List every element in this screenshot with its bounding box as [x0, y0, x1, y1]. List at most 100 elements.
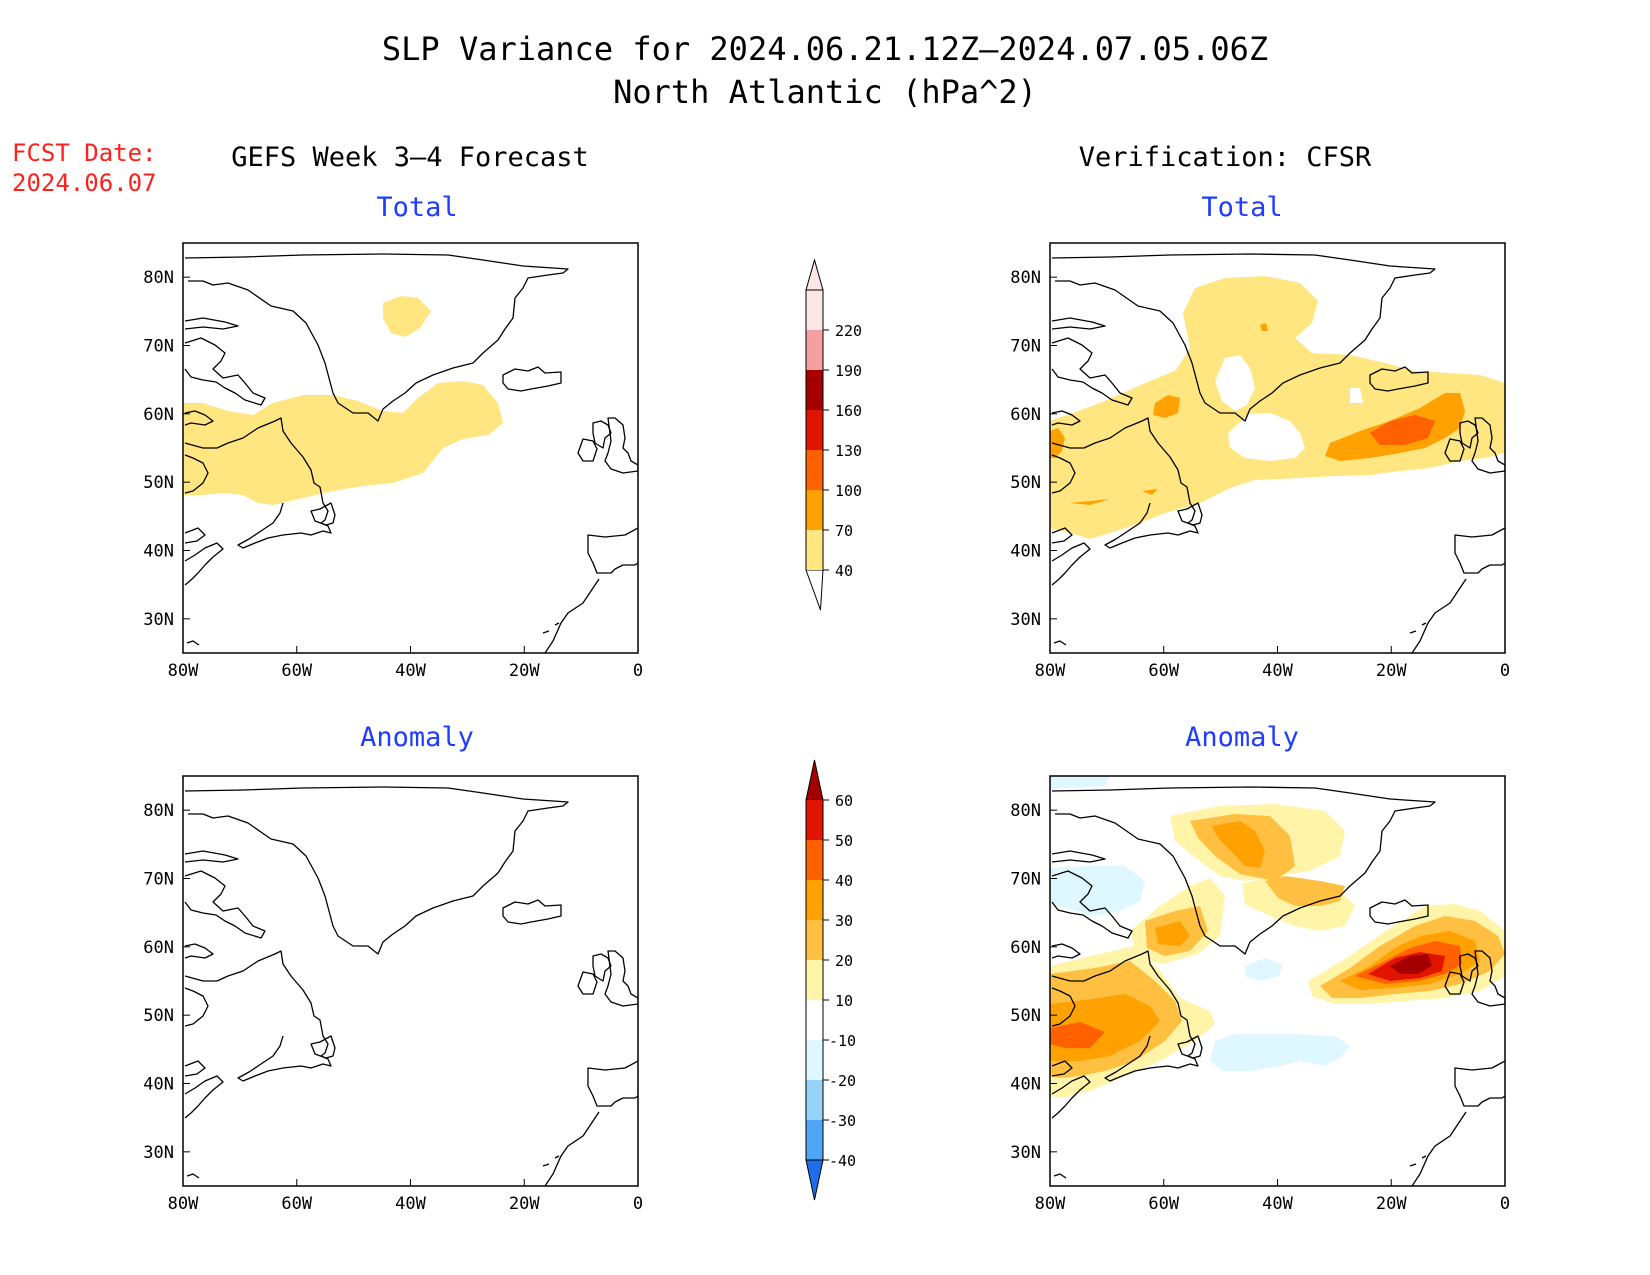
colorbar-anomaly-label: 30: [835, 912, 853, 930]
lon-tick-label: 20W: [509, 1194, 540, 1214]
shaded-contour-region: [1215, 355, 1255, 411]
colorbar-anomaly: 60 50 40 30 20 10 -10 -20 -30 -40: [805, 759, 856, 1201]
shaded-contour-region: [1153, 395, 1180, 418]
lon-tick-label: 0: [633, 661, 643, 681]
colorbar-total-label: 100: [835, 482, 862, 500]
panel-title-forecast-total: Total: [376, 192, 458, 223]
lon-tick-label: 80W: [168, 1194, 199, 1214]
lat-tick-label: 50N: [143, 473, 174, 493]
lat-tick-label: 30N: [1010, 1143, 1041, 1163]
shaded-contour-region: [1050, 1022, 1105, 1048]
colorbar-anomaly-swatch: [806, 1120, 823, 1160]
lon-tick-label: 20W: [1376, 1194, 1407, 1214]
lat-tick-label: 70N: [1010, 870, 1041, 890]
lat-tick-label: 50N: [143, 1006, 174, 1026]
shaded-contour-region: [1050, 866, 1145, 916]
panel-verification-total: 80N 70N 60N 50N 40N 30N 80W 60W 40W 20W 0: [1010, 242, 1510, 681]
map-frame: [182, 775, 639, 1187]
colorbar-total-label: 220: [835, 322, 862, 340]
colorbar-anomaly-swatch: [806, 880, 823, 920]
colorbar-total-label: 130: [835, 442, 862, 460]
lon-tick-label: 80W: [168, 661, 199, 681]
column-heading-verification: Verification: CFSR: [1078, 142, 1372, 173]
colorbar-total-swatch: [806, 530, 823, 570]
colorbar-total-label: 160: [835, 402, 862, 420]
colorbar-anomaly-swatch: [806, 920, 823, 960]
lat-tick-label: 80N: [143, 268, 174, 288]
lat-tick-label: 40N: [143, 1075, 174, 1095]
lon-tick-label: 60W: [1148, 1194, 1179, 1214]
colorbar-total-swatch: [806, 410, 823, 450]
lat-tick-label: 70N: [143, 337, 174, 357]
shaded-contour-region: [1212, 821, 1265, 868]
lat-tick-label: 80N: [1010, 268, 1041, 288]
colorbar-total-swatch: [806, 330, 823, 370]
shaded-contour-region: [183, 381, 503, 505]
panel-forecast-anomaly: 80N 70N 60N 50N 40N 30N 80W 60W 40W 20W 0: [143, 775, 643, 1214]
colorbar-total: 40 70 100 130 160 190 220: [805, 258, 862, 611]
shaded-contour-region: [1070, 499, 1110, 505]
lon-tick-label: 60W: [1148, 661, 1179, 681]
fcst-date-value: 2024.06.07: [12, 169, 157, 197]
panel-title-forecast-anomaly: Anomaly: [360, 722, 474, 753]
colorbar-anomaly-swatch: [806, 840, 823, 880]
lat-tick-label: 70N: [143, 870, 174, 890]
lon-tick-label: 60W: [281, 661, 312, 681]
shaded-contour-region: [1155, 921, 1190, 946]
lon-tick-label: 60W: [281, 1194, 312, 1214]
colorbar-anomaly-lower-end: [805, 1159, 824, 1201]
lat-tick-label: 40N: [1010, 1075, 1041, 1095]
colorbar-total-label: 190: [835, 362, 862, 380]
lon-tick-label: 40W: [1262, 661, 1293, 681]
lat-tick-label: 60N: [1010, 938, 1041, 958]
lon-tick-label: 20W: [1376, 661, 1407, 681]
colorbar-total-lower-end: [805, 569, 824, 611]
lat-tick-label: 80N: [143, 801, 174, 821]
panel-forecast-total: 80N 70N 60N 50N 40N 30N 80W 60W 40W 20W 0: [143, 242, 643, 681]
shaded-contour-region: [1050, 776, 1110, 788]
lat-tick-label: 60N: [143, 405, 174, 425]
colorbar-anomaly-label: 60: [835, 792, 853, 810]
lat-tick-label: 70N: [1010, 337, 1041, 357]
colorbar-anomaly-swatch: [806, 1040, 823, 1080]
colorbar-anomaly-label: 20: [835, 952, 853, 970]
colorbar-anomaly-label: -10: [829, 1032, 856, 1050]
lat-tick-label: 40N: [1010, 542, 1041, 562]
lon-tick-label: 40W: [395, 1194, 426, 1214]
shaded-contour-region: [1210, 1034, 1350, 1071]
colorbar-anomaly-label: -20: [829, 1072, 856, 1090]
colorbar-anomaly-label: 40: [835, 872, 853, 890]
lat-tick-label: 60N: [143, 938, 174, 958]
colorbar-anomaly-swatch: [806, 800, 823, 840]
shaded-contour-region: [1050, 276, 1505, 539]
lat-tick-label: 30N: [143, 610, 174, 630]
colorbar-total-swatch: [806, 490, 823, 530]
lon-tick-label: 0: [633, 1194, 643, 1214]
shaded-contour-region: [1350, 388, 1363, 403]
lon-tick-label: 0: [1500, 661, 1510, 681]
colorbar-anomaly-label: -30: [829, 1112, 856, 1130]
shaded-contour-region: [1260, 323, 1268, 331]
colorbar-anomaly-label: -40: [829, 1152, 856, 1170]
colorbar-total-swatch: [806, 370, 823, 410]
colorbar-anomaly-swatch: [806, 1000, 823, 1040]
lon-tick-label: 80W: [1035, 1194, 1066, 1214]
shaded-contour-region: [1390, 954, 1432, 974]
lon-tick-label: 0: [1500, 1194, 1510, 1214]
shaded-contour-region: [1050, 428, 1065, 458]
lat-tick-label: 30N: [143, 1143, 174, 1163]
lon-tick-label: 20W: [509, 661, 540, 681]
lon-tick-label: 40W: [395, 661, 426, 681]
colorbar-total-swatch: [806, 290, 823, 330]
lat-tick-label: 30N: [1010, 610, 1041, 630]
panel-title-verification-total: Total: [1201, 192, 1283, 223]
lat-tick-label: 50N: [1010, 473, 1041, 493]
colorbar-total-upper-end: [805, 258, 824, 291]
column-heading-forecast: GEFS Week 3–4 Forecast: [231, 142, 589, 173]
shaded-contour-region: [1370, 415, 1435, 445]
colorbar-anomaly-label: 50: [835, 832, 853, 850]
colorbar-anomaly-label: 10: [835, 992, 853, 1010]
shaded-contour-region: [1245, 958, 1282, 981]
lat-tick-label: 40N: [143, 542, 174, 562]
